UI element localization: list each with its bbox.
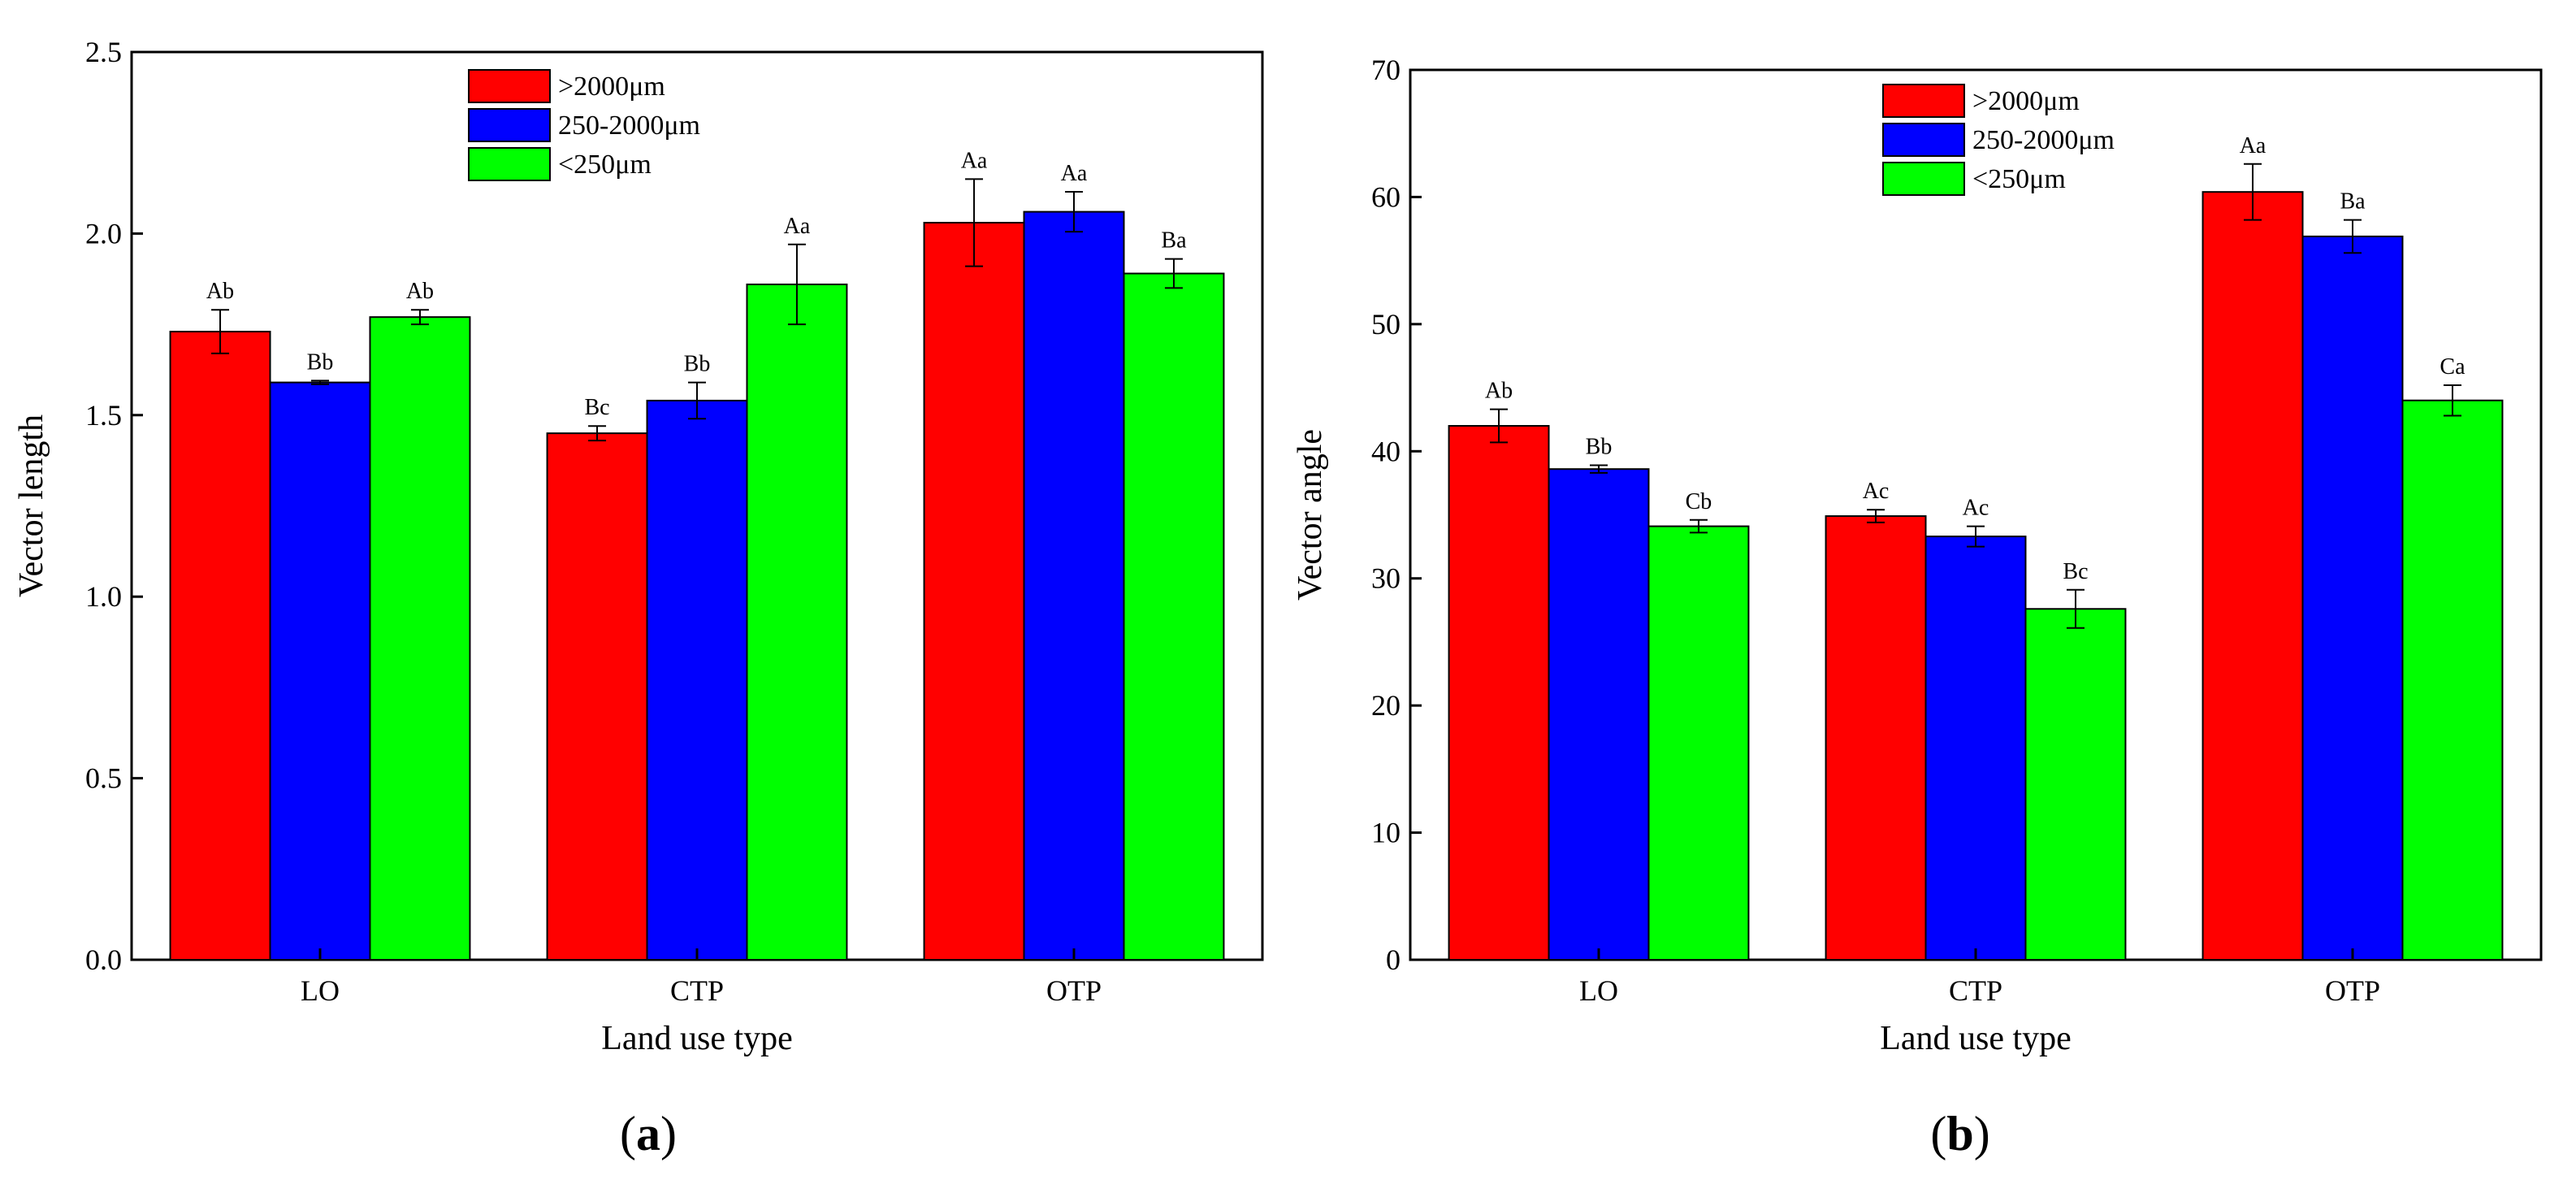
significance-label: Cb: [1686, 489, 1712, 514]
y-tick-label: 30: [1371, 562, 1401, 595]
y-axis-label: Vector length: [13, 414, 50, 597]
y-tick-label: 0.5: [85, 762, 122, 795]
significance-label: Ac: [1963, 496, 1989, 521]
significance-label: Ab: [406, 279, 434, 304]
significance-label: Aa: [784, 214, 811, 239]
significance-label: Bb: [684, 352, 711, 377]
bar: [2024, 608, 2127, 961]
significance-label: Aa: [961, 148, 988, 173]
x-tick-label: LO: [1579, 974, 1618, 1007]
bar: [1647, 525, 1750, 961]
significance-label: Ba: [1161, 228, 1187, 254]
legend-swatch: [468, 69, 551, 103]
bar: [546, 432, 648, 961]
significance-label: Ac: [1863, 479, 1890, 504]
y-tick-label: 50: [1371, 308, 1401, 341]
y-tick-label: 1.0: [85, 580, 122, 613]
y-tick-label: 1.5: [85, 399, 122, 432]
bar: [2202, 191, 2304, 961]
legend-label: >2000μm: [558, 72, 665, 102]
bar: [1548, 468, 1650, 961]
bar: [2301, 235, 2404, 961]
y-tick-label: 0.0: [85, 944, 122, 976]
significance-label: Ab: [206, 279, 234, 304]
x-axis-label: Land use type: [601, 1020, 793, 1057]
x-tick-label: OTP: [1046, 974, 1102, 1007]
legend-swatch: [1882, 123, 1965, 157]
legend-swatch: [468, 147, 551, 181]
bar: [169, 331, 271, 961]
legend-label: 250-2000μm: [1972, 125, 2115, 155]
bar: [1924, 536, 2027, 961]
x-tick-label: OTP: [2325, 974, 2380, 1007]
significance-label: Bc: [2063, 559, 2088, 584]
x-tick-label: LO: [301, 974, 340, 1007]
bar: [746, 283, 848, 961]
legend-label: <250μm: [558, 150, 652, 180]
legend-swatch: [1882, 84, 1965, 118]
y-tick-label: 60: [1371, 180, 1401, 213]
y-axis-label: Vector angle: [1292, 429, 1329, 601]
y-tick-label: 0: [1386, 944, 1401, 976]
chart-panel-b: 0 10 20 30 40 50 60 70 Vector angle Ab Bb Cb LO Ac Ac B…: [1292, 54, 2543, 1160]
panel-label: (a): [620, 1107, 677, 1160]
legend-label: <250μm: [1972, 164, 2066, 194]
significance-label: Aa: [2240, 133, 2266, 158]
y-tick-label: 2.5: [85, 36, 122, 68]
y-tick-label: 2.0: [85, 217, 122, 249]
significance-label: Bc: [584, 395, 609, 420]
chart-panel-a: 0.0 0.5 1.0 1.5 2.0 2.5 Vector length Ab Bb Ab LO B…: [13, 36, 1264, 1160]
bar: [2401, 399, 2504, 961]
y-tick-label: 10: [1371, 817, 1401, 849]
x-axis-label: Land use type: [1880, 1020, 2072, 1057]
legend-label: 250-2000μm: [558, 111, 700, 141]
bar: [269, 381, 371, 961]
significance-label: Ba: [2340, 189, 2366, 215]
y-tick-label: 40: [1371, 435, 1401, 467]
significance-label: Ab: [1485, 379, 1513, 404]
bar: [369, 316, 471, 961]
bar: [1448, 425, 1550, 961]
significance-label: Ca: [2440, 354, 2466, 380]
panel-label: (b): [1930, 1107, 1989, 1160]
legend-swatch: [1882, 162, 1965, 196]
bar: [1023, 210, 1125, 961]
bar: [1123, 272, 1225, 961]
x-tick-label: CTP: [670, 974, 724, 1007]
y-tick-label: 20: [1371, 689, 1401, 722]
legend-label: >2000μm: [1972, 86, 2080, 116]
bar: [923, 221, 1025, 961]
x-tick-label: CTP: [1949, 974, 2002, 1007]
bar: [646, 399, 748, 961]
y-tick-label: 70: [1371, 54, 1401, 86]
bar: [1825, 515, 1927, 961]
legend-swatch: [468, 108, 551, 142]
significance-label: Bb: [307, 349, 334, 375]
significance-label: Bb: [1586, 434, 1613, 459]
significance-label: Aa: [1061, 161, 1088, 186]
